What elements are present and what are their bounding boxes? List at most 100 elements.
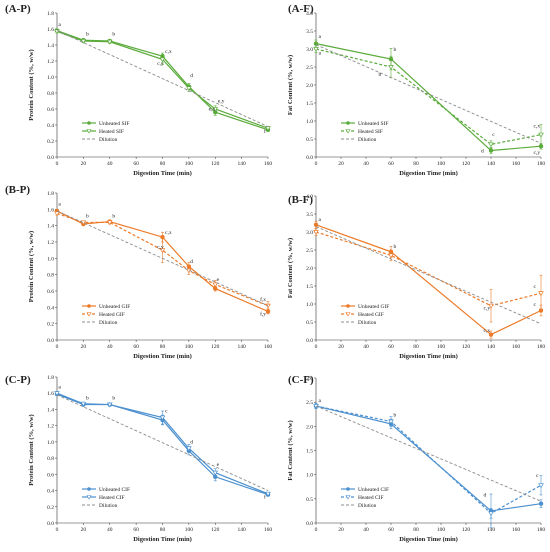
significance-label: a — [319, 217, 322, 223]
x-tick-label: 0 — [315, 161, 318, 167]
legend-entry: Unheated SIF — [358, 121, 388, 127]
legend-entry: Dilution — [358, 503, 377, 509]
x-tick-label: 80 — [160, 527, 166, 533]
series-unheated-sif — [313, 39, 544, 154]
x-tick-label: 20 — [338, 344, 344, 350]
series-line — [56, 394, 269, 491]
y-tick-label: 2.0 — [306, 83, 313, 89]
legend-marker — [86, 129, 92, 134]
panel-a-p: (A-P) 0 20 40 60 80 100 120 140 160 0.0 0.2 0.4 0.6 0.… — [5, 3, 272, 177]
data-point — [186, 446, 192, 452]
significance-label: a — [58, 384, 61, 390]
legend-marker — [345, 129, 351, 134]
y-tick-label: 0.4 — [47, 305, 54, 311]
y-tick-label: 0.5 — [306, 497, 313, 503]
series-line — [56, 30, 269, 131]
y-axis-label: Fat Content (%, w/w) — [287, 238, 294, 298]
panel-label: (B-F) — [288, 194, 313, 206]
significance-label: c,x — [534, 123, 541, 129]
significance-label: c,x — [165, 230, 172, 236]
x-tick-label: 80 — [413, 344, 419, 350]
legend-marker — [87, 121, 91, 125]
series-line — [315, 405, 542, 515]
y-tick-label: 1.0 — [306, 119, 313, 125]
panel-label: (A-F) — [288, 3, 314, 15]
x-tick-label: 80 — [413, 527, 419, 533]
x-tick-label: 120 — [211, 161, 220, 167]
significance-label: c,y — [157, 61, 164, 67]
data-point — [265, 303, 271, 309]
series-dilution — [315, 226, 542, 325]
panel-b-p: (B-P) 0 20 40 60 80 100 120 140 160 0.0 0.2 0.4 0.6 0.… — [5, 184, 272, 360]
data-point — [538, 483, 544, 489]
data-point — [80, 401, 87, 407]
y-tick-label: 4.0 — [306, 194, 313, 200]
y-tick-label: 1.5 — [306, 101, 313, 107]
significance-label: a — [319, 398, 322, 404]
significance-label: c,x — [165, 49, 172, 55]
y-tick-label: 0.8 — [47, 273, 54, 279]
significance-label: c — [492, 132, 495, 138]
significance-label: c — [534, 284, 537, 290]
series-line — [315, 226, 542, 325]
significance-label: b — [394, 413, 397, 419]
significance-label: d — [481, 149, 484, 155]
x-tick-label: 80 — [413, 161, 419, 167]
significance-label: e,y — [218, 99, 225, 105]
x-tick-label: 140 — [238, 344, 247, 350]
y-tick-label: 1.6 — [47, 207, 54, 213]
significance-label: a — [58, 22, 61, 28]
x-tick-label: 20 — [338, 161, 344, 167]
x-tick-label: 120 — [211, 527, 220, 533]
data-point — [488, 303, 494, 309]
y-tick-label: 0.6 — [47, 289, 54, 295]
x-tick-label: 160 — [264, 527, 273, 533]
series-heated-gif — [54, 211, 271, 311]
significance-label: b — [112, 31, 115, 37]
series-unheated-cif — [54, 391, 271, 497]
data-point — [212, 282, 219, 288]
legend-entry: Dilution — [99, 320, 118, 326]
significance-label: f,y — [260, 311, 266, 318]
data-point — [538, 132, 544, 138]
x-tick-label: 160 — [512, 344, 521, 350]
panel-a-f: (A-F) 0 20 40 60 80 100 120 140 160 180 0.0 0.5 1.0 1.… — [287, 3, 545, 177]
legend-entry: Heated CIF — [99, 495, 125, 501]
x-axis-label: Digestion Time (min) — [399, 170, 458, 177]
y-tick-label: 1.6 — [47, 391, 54, 397]
legend-marker — [345, 312, 351, 317]
series-unheated-sif — [54, 28, 271, 133]
x-tick-label: 40 — [363, 527, 369, 533]
x-tick-label: 40 — [363, 161, 369, 167]
series-unheated-cif — [313, 403, 544, 529]
data-point — [488, 511, 494, 517]
significance-label: c,x — [484, 328, 491, 334]
x-tick-label: 80 — [160, 161, 166, 167]
series-dilution — [315, 405, 542, 502]
significance-label: f,x — [260, 296, 266, 303]
data-point — [212, 470, 219, 476]
y-tick-label: 0.5 — [306, 320, 313, 326]
legend-entry: Heated SIF — [99, 129, 124, 135]
x-tick-label: 140 — [487, 344, 496, 350]
significance-label: a — [319, 50, 322, 56]
significance-label: b — [112, 396, 115, 402]
x-tick-label: 140 — [487, 527, 496, 533]
significance-label: c — [534, 302, 537, 308]
y-tick-label: 2.0 — [306, 266, 313, 272]
y-tick-label: 4.0 — [306, 11, 313, 17]
y-tick-label: 2.5 — [306, 65, 313, 71]
x-tick-label: 140 — [487, 161, 496, 167]
data-point — [106, 220, 113, 226]
x-tick-label: 40 — [107, 344, 113, 350]
data-point — [313, 222, 319, 228]
significance-label: e,x — [209, 107, 216, 113]
y-tick-label: 3.5 — [306, 212, 313, 218]
y-tick-label: 2.5 — [306, 400, 313, 406]
y-tick-label: 1.4 — [47, 224, 54, 230]
series-line — [315, 405, 542, 512]
series-line — [315, 224, 542, 336]
y-tick-label: 0.4 — [47, 123, 54, 129]
y-tick-label: 3.0 — [306, 47, 313, 53]
legend-entry: Unheated SIF — [99, 121, 129, 127]
